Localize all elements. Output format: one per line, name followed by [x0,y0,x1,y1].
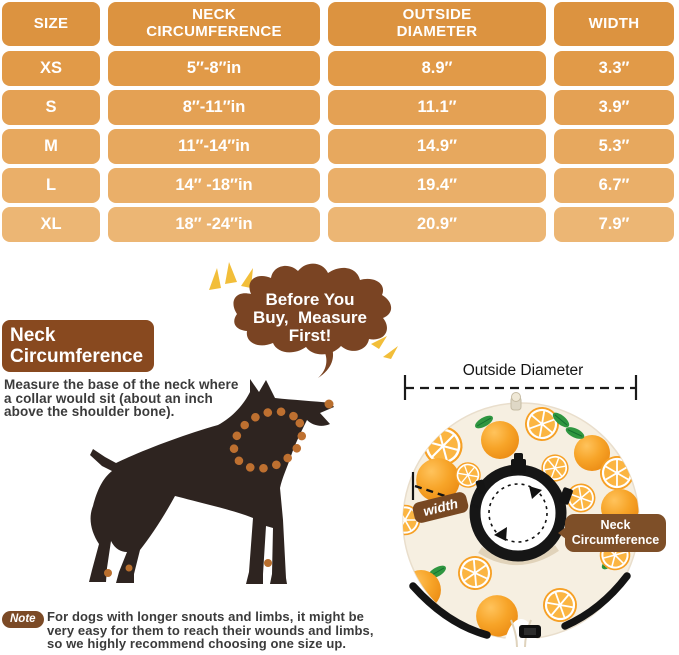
neck-label-line: Neck [600,518,631,532]
cell-neck: 14″ -18″in [108,168,320,203]
valve-icon [511,392,521,402]
cell-size: M [2,129,100,164]
table-row: L 14″ -18″in 19.4″ 6.7″ [2,168,674,203]
cell-neck: 11″-14″in [108,129,320,164]
neck-label-line: Circumference [571,533,660,547]
cell-size: XS [2,51,100,86]
donut-crease-shading [478,545,559,565]
header-neck-circumference: NECK CIRCUMFERENCE [108,2,320,46]
cell-size: S [2,90,100,125]
outside-diameter-measure-line [403,375,638,400]
strap-tab-top-nub [514,453,523,461]
instruction-line: Measure the base of the neck where [4,377,239,392]
cell-diameter: 19.4″ [328,168,546,203]
circumference-dashed-circle [488,483,548,543]
cell-diameter: 8.9″ [328,51,546,86]
width-measure-line [411,472,482,510]
cell-diameter: 14.9″ [328,129,546,164]
ankle-dot [264,559,272,567]
measuring-instructions: Measure the base of the neck where a col… [4,378,238,419]
instruction-line: a collar would sit (about an inch [4,390,213,406]
circumference-arrow [529,486,542,499]
strap-buckle-inner [524,628,536,635]
header-width: WIDTH [554,2,674,46]
orange-icon [481,421,519,459]
ankle-dot [125,564,133,572]
note-text: For dogs with longer snouts and limbs, i… [47,610,374,651]
emphasis-marks-top-icon [209,262,253,290]
note-badge: Note [2,611,44,628]
cell-size: L [2,168,100,203]
strap-edge-left [475,479,487,495]
speech-bubble-graphic [209,262,398,378]
speech-bubble-tail [318,345,334,378]
cell-width: 3.3″ [554,51,674,86]
strap-tab-top [511,459,526,473]
table-row: S 8″-11″in 11.1″ 3.9″ [2,90,674,125]
instruction-line: above the shoulder bone). [4,404,175,420]
neck-circumference-label: Neck Circumference [558,514,666,552]
strap-tab-right [559,487,573,505]
table-row: XL 18″ -24″in 20.9″ 7.9″ [2,207,674,242]
cell-width: 6.7″ [554,168,674,203]
cell-neck: 5″-8″in [108,51,320,86]
table-row: M 11″-14″in 14.9″ 5.3″ [2,129,674,164]
ankle-dot [104,569,112,577]
donut-collar-graphic [402,375,640,652]
cell-width: 3.9″ [554,90,674,125]
table-row: XS 5″-8″in 8.9″ 3.3″ [2,51,674,86]
bead-collar-icon [229,407,307,473]
speech-bubble-blob [233,263,392,355]
cell-diameter: 20.9″ [328,207,546,242]
cell-neck: 8″-11″in [108,90,320,125]
bubble-line: First! [288,326,332,345]
orange-pattern [403,403,639,637]
nose-dot [324,399,334,409]
cell-width: 5.3″ [554,129,674,164]
table-header-row: SIZE NECK CIRCUMFERENCE OUTSIDE DIAMETER… [2,2,674,46]
cell-size: XL [2,207,100,242]
emphasis-marks-bottom-icon [371,336,398,359]
bubble-text: Before You Buy, Measure First! [234,291,386,345]
bottom-strap-left [409,582,491,639]
header-size: SIZE [2,2,100,46]
bubble-line: Before You [265,290,355,309]
note-line: so we highly recommend choosing one size… [47,636,347,652]
dog-silhouette-graphic [89,379,334,584]
cell-width: 7.9″ [554,207,674,242]
neck-circumference-heading: Neck Circumference [2,320,154,372]
note-line: For dogs with longer snouts and limbs, i… [47,609,364,624]
bubble-line: Buy, Measure [252,308,367,327]
cell-diameter: 11.1″ [328,90,546,125]
dog-silhouette [89,379,334,584]
outside-diameter-label: Outside Diameter [462,362,584,379]
note-line: very easy for them to reach their wounds… [47,622,374,638]
circumference-arrow [494,527,507,541]
cell-neck: 18″ -24″in [108,207,320,242]
header-outside-diameter: OUTSIDE DIAMETER [328,2,546,46]
bottom-strap-right [561,572,631,630]
